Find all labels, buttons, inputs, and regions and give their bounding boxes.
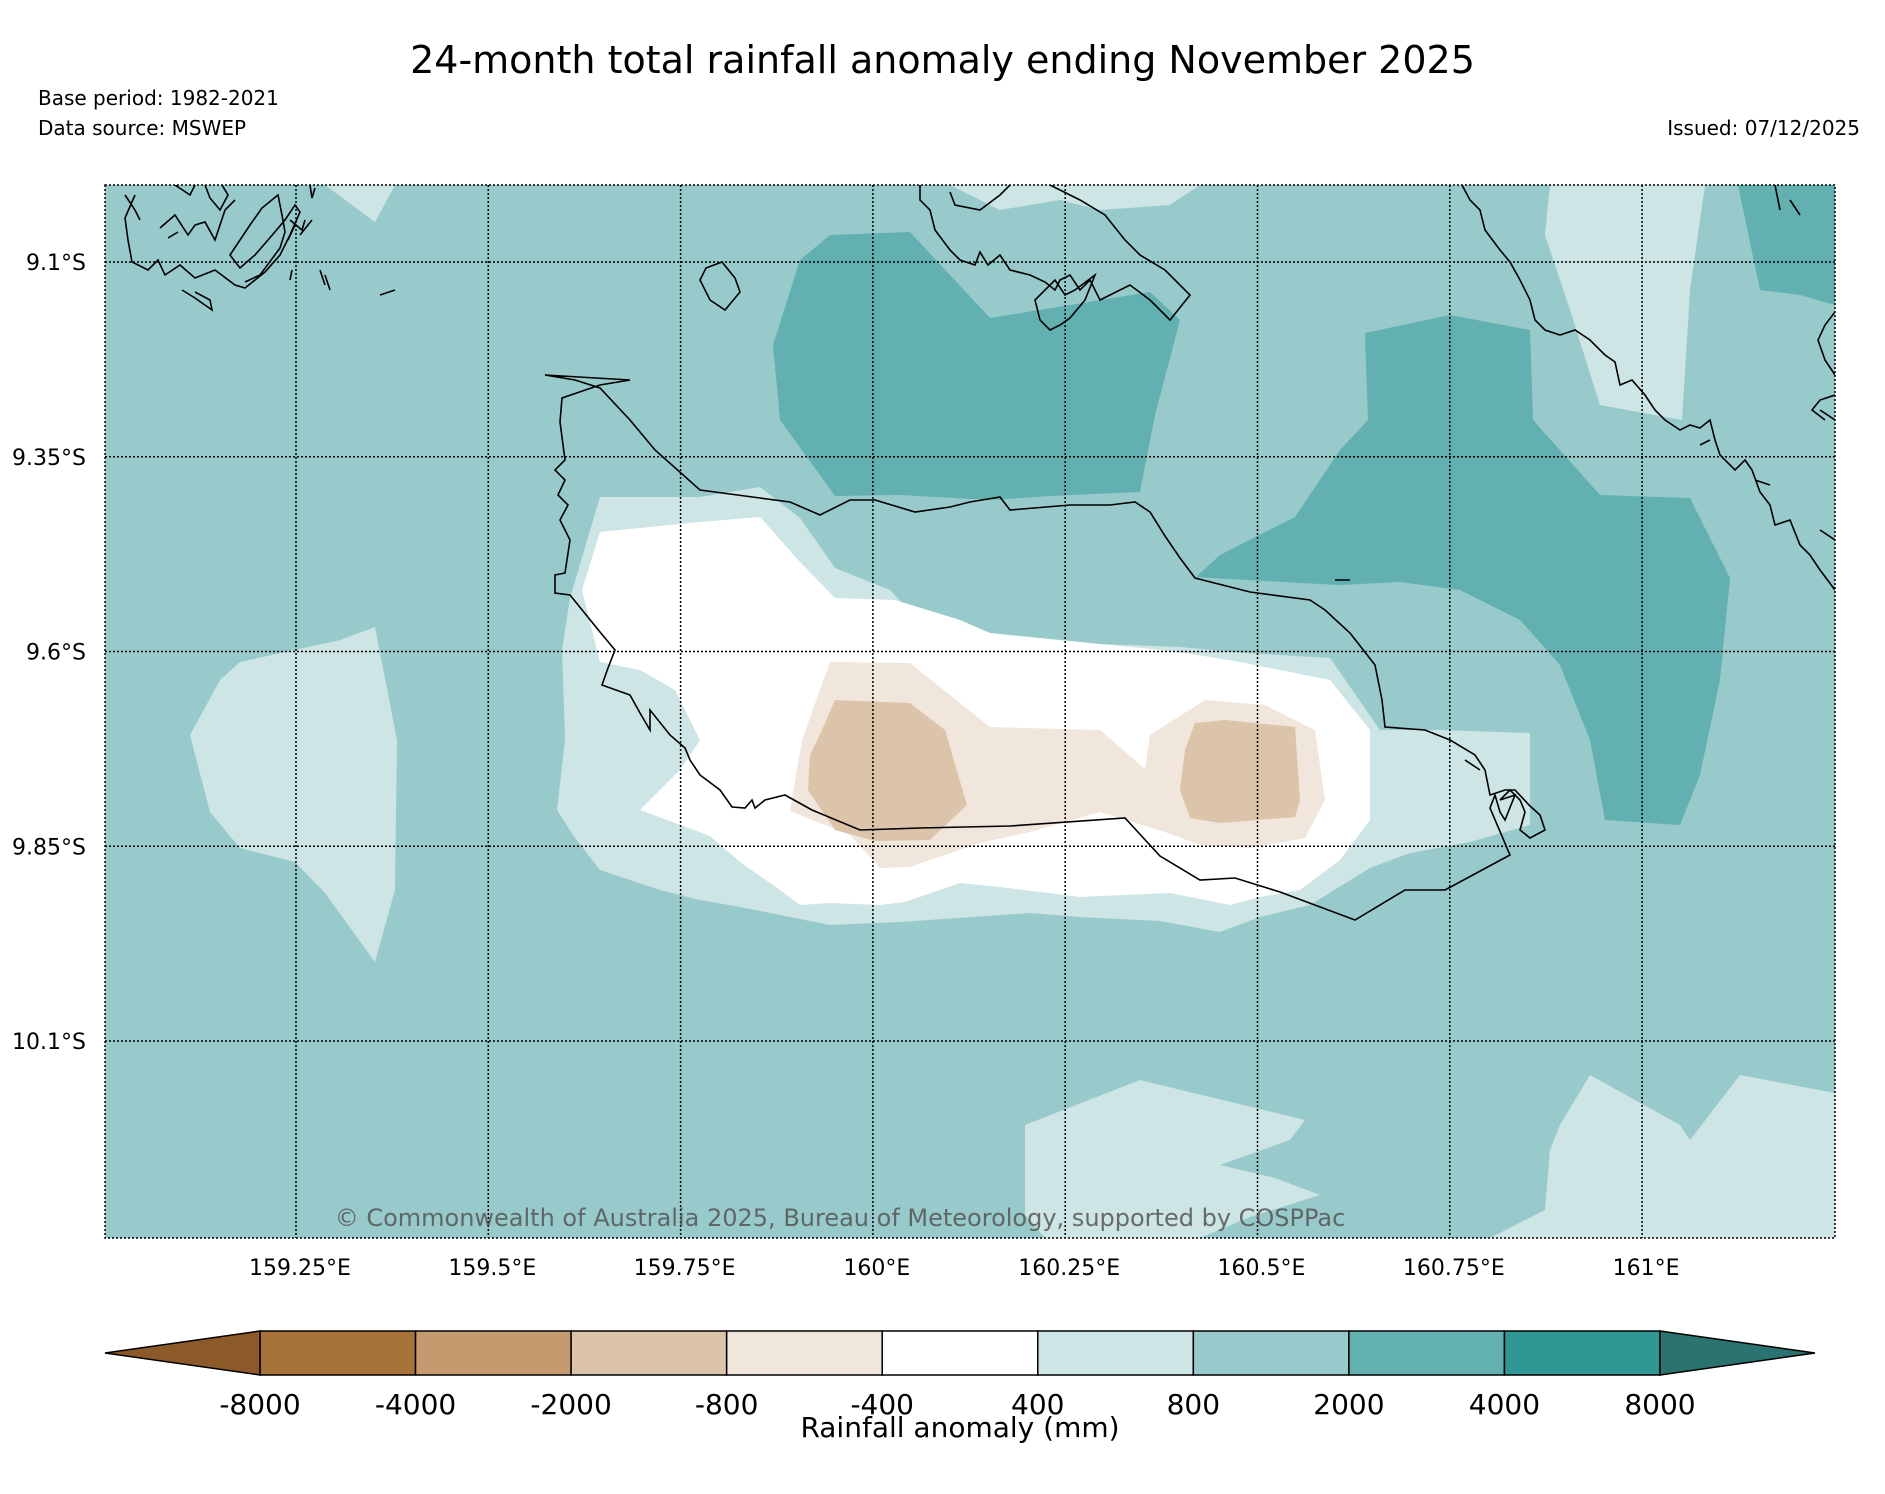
base-period-note: Base period: 1982-2021 xyxy=(38,86,279,110)
longitude-label: 159.25°E xyxy=(249,1256,351,1281)
latitude-label: 9.6°S xyxy=(26,641,86,666)
longitude-label: 159.5°E xyxy=(448,1256,536,1281)
latitude-label: 9.1°S xyxy=(26,251,86,276)
anomaly-field-minus-2000-800-west xyxy=(808,700,967,841)
longitude-labels: 159.25°E 159.5°E 159.75°E 160°E 160.25°E 160.… xyxy=(249,1256,1679,1281)
data-source-note: Data source: MSWEP xyxy=(38,116,247,140)
map-frame xyxy=(104,184,1836,1239)
latitude-labels: 9.1°S 9.35°S 9.6°S 9.85°S 10.1°S xyxy=(12,251,86,1055)
anomaly-field-400-800-northeast xyxy=(1545,185,1705,420)
anomaly-field-400-800-west xyxy=(190,627,397,962)
anomaly-field-2000-4000-east xyxy=(1196,315,1730,825)
coastlines xyxy=(124,185,1835,921)
longitude-label: 160.75°E xyxy=(1403,1256,1505,1281)
copyright-notice: © Commonwealth of Australia 2025, Bureau… xyxy=(335,1204,1346,1232)
latitude-label: 9.35°S xyxy=(12,446,86,471)
latitude-label: 10.1°S xyxy=(12,1030,86,1055)
longitude-label: 159.75°E xyxy=(634,1256,736,1281)
graticule xyxy=(104,184,1836,1239)
coastline-northwest-islands xyxy=(124,185,396,312)
longitude-label: 160.25°E xyxy=(1018,1256,1120,1281)
longitude-label: 160°E xyxy=(843,1256,910,1281)
anomaly-field-400-800-northwest xyxy=(325,185,395,222)
anomaly-field-minus-2000-800-east xyxy=(1180,720,1300,823)
longitude-label: 160.5°E xyxy=(1218,1256,1306,1281)
anomaly-field-400-800-southeast xyxy=(1490,1075,1835,1238)
coastline-savo-island xyxy=(699,261,741,312)
coastline-malaita xyxy=(1335,185,1835,771)
issued-date: Issued: 07/12/2025 xyxy=(1667,116,1860,140)
anomaly-field-400-800-south xyxy=(1025,1080,1320,1238)
coastline-guadalcanal xyxy=(544,374,1546,921)
anomaly-field-2000-4000-north xyxy=(773,232,1180,500)
longitude-label: 161°E xyxy=(1613,1256,1680,1281)
chart-title: 24-month total rainfall anomaly ending N… xyxy=(410,38,1475,82)
map-fields xyxy=(105,185,1835,1238)
anomaly-field-2000-4000-northeast xyxy=(1738,185,1835,305)
latitude-label: 9.85°S xyxy=(12,835,86,860)
